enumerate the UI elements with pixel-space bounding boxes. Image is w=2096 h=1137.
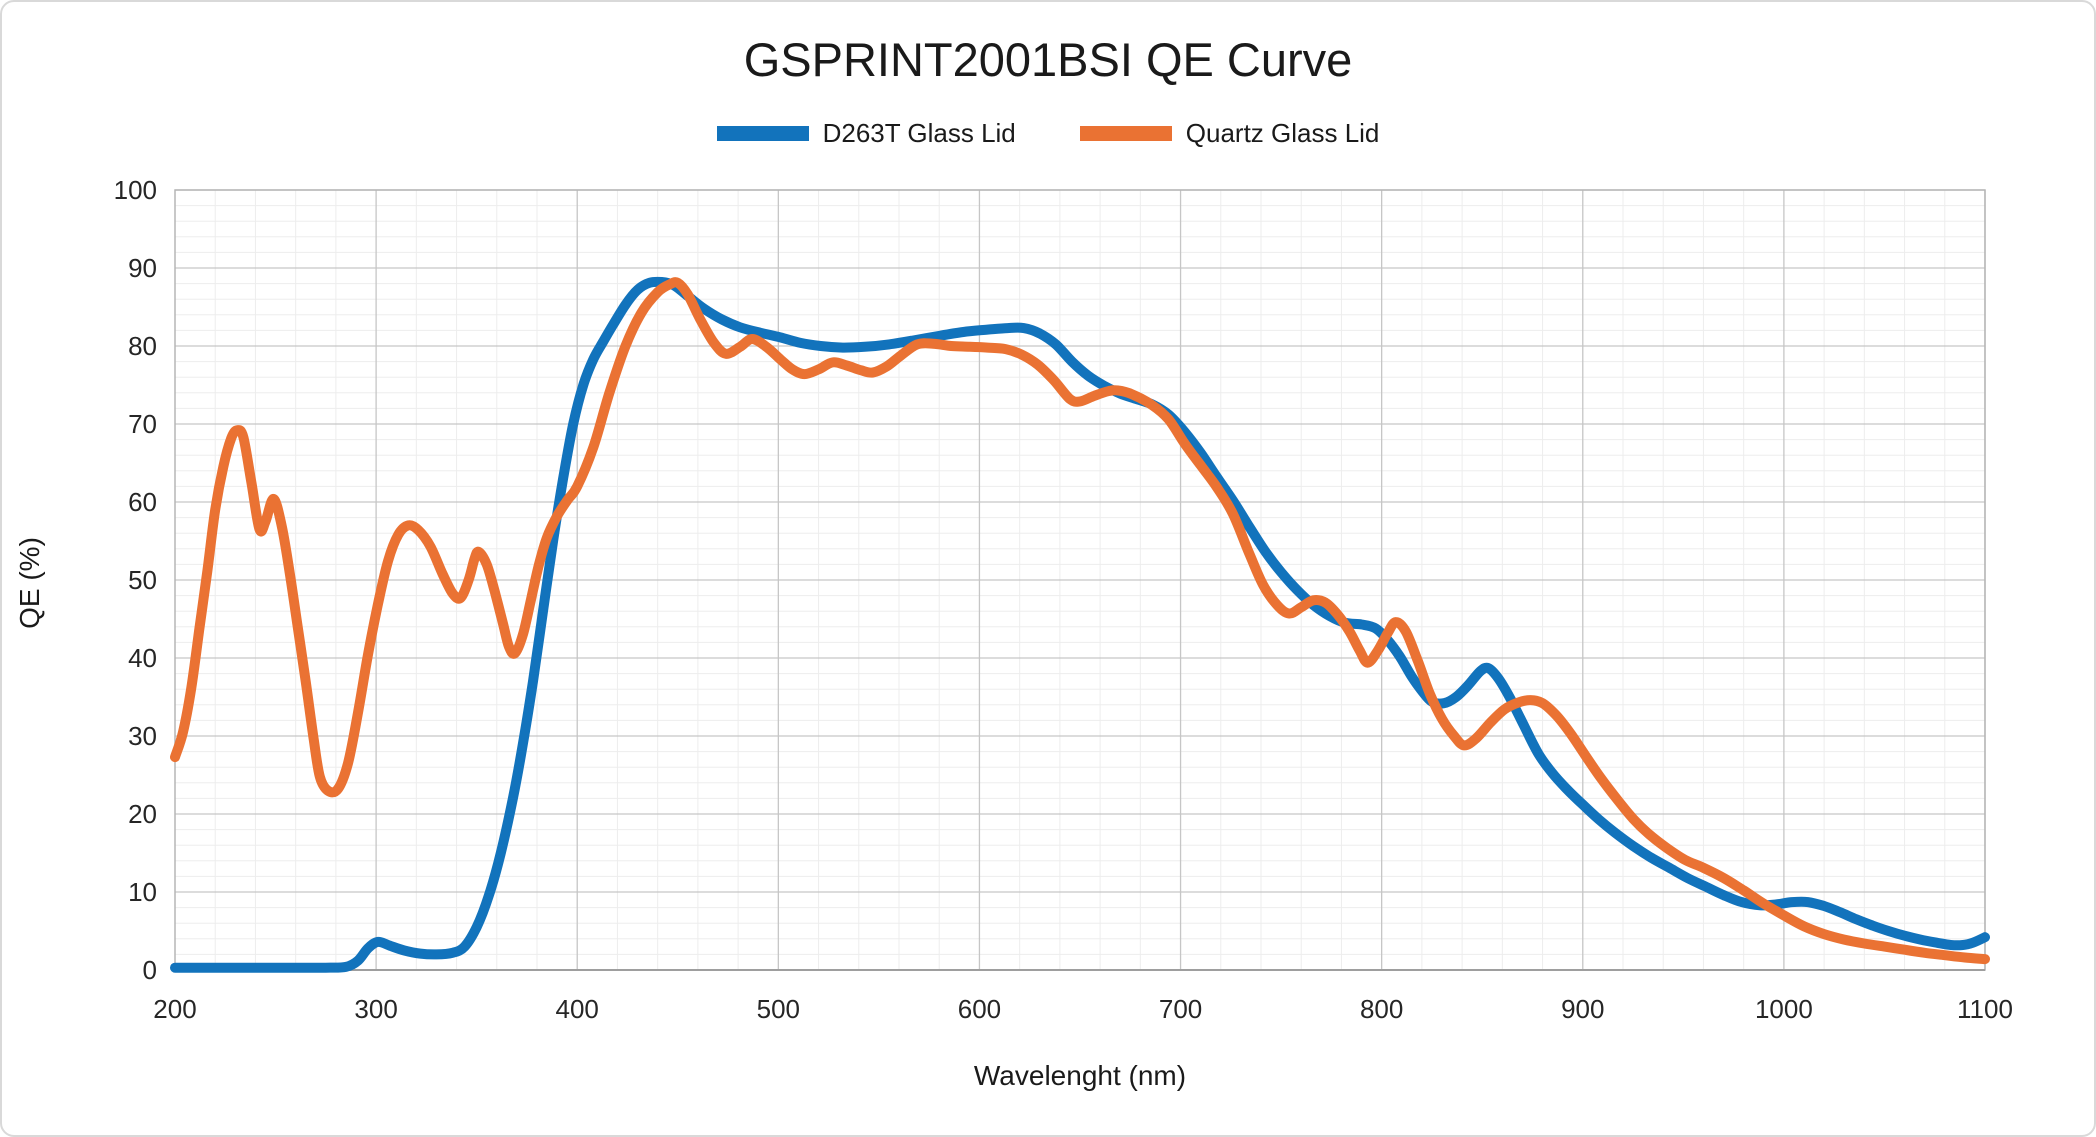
series-line-0 — [170, 276, 1990, 973]
y-tick-label: 60 — [128, 487, 157, 517]
y-tick-label: 50 — [128, 565, 157, 595]
y-tick-label: 0 — [143, 955, 157, 985]
x-tick-label: 900 — [1561, 994, 1604, 1024]
legend-label: D263T Glass Lid — [822, 118, 1016, 148]
x-tick-label: 1000 — [1755, 994, 1813, 1024]
x-tick-label: 500 — [757, 994, 800, 1024]
y-tick-label: 80 — [128, 331, 157, 361]
x-tick-label: 1100 — [1957, 994, 2013, 1024]
x-tick-label: 200 — [153, 994, 196, 1024]
x-tick-label: 600 — [958, 994, 1001, 1024]
y-tick-label: 30 — [128, 721, 157, 751]
legend-item-1: Quartz Glass Lid — [1079, 118, 1380, 149]
x-tick-label: 800 — [1360, 994, 1403, 1024]
y-axis-title: QE (%) — [14, 537, 45, 629]
x-tick-label: 400 — [556, 994, 599, 1024]
x-tick-label: 700 — [1159, 994, 1202, 1024]
legend-swatch-icon — [716, 126, 809, 141]
y-tick-label: 40 — [128, 643, 157, 673]
y-tick-label: 70 — [128, 409, 157, 439]
chart-legend: D263T Glass Lid Quartz Glass Lid — [2, 118, 2094, 149]
y-tick-label: 100 — [114, 175, 157, 205]
y-tick-label: 10 — [128, 877, 157, 907]
series-line-1 — [170, 277, 1990, 965]
legend-item-0: D263T Glass Lid — [716, 118, 1016, 149]
chart-title: GSPRINT2001BSI QE Curve — [743, 33, 1353, 86]
y-tick-label: 20 — [128, 799, 157, 829]
legend-swatch-icon — [1079, 126, 1172, 141]
x-axis-title: Wavelenght (nm) — [973, 1060, 1187, 1091]
x-tick-label: 300 — [354, 994, 397, 1024]
y-tick-label: 90 — [128, 253, 157, 283]
legend-label: Quartz Glass Lid — [1185, 118, 1380, 148]
